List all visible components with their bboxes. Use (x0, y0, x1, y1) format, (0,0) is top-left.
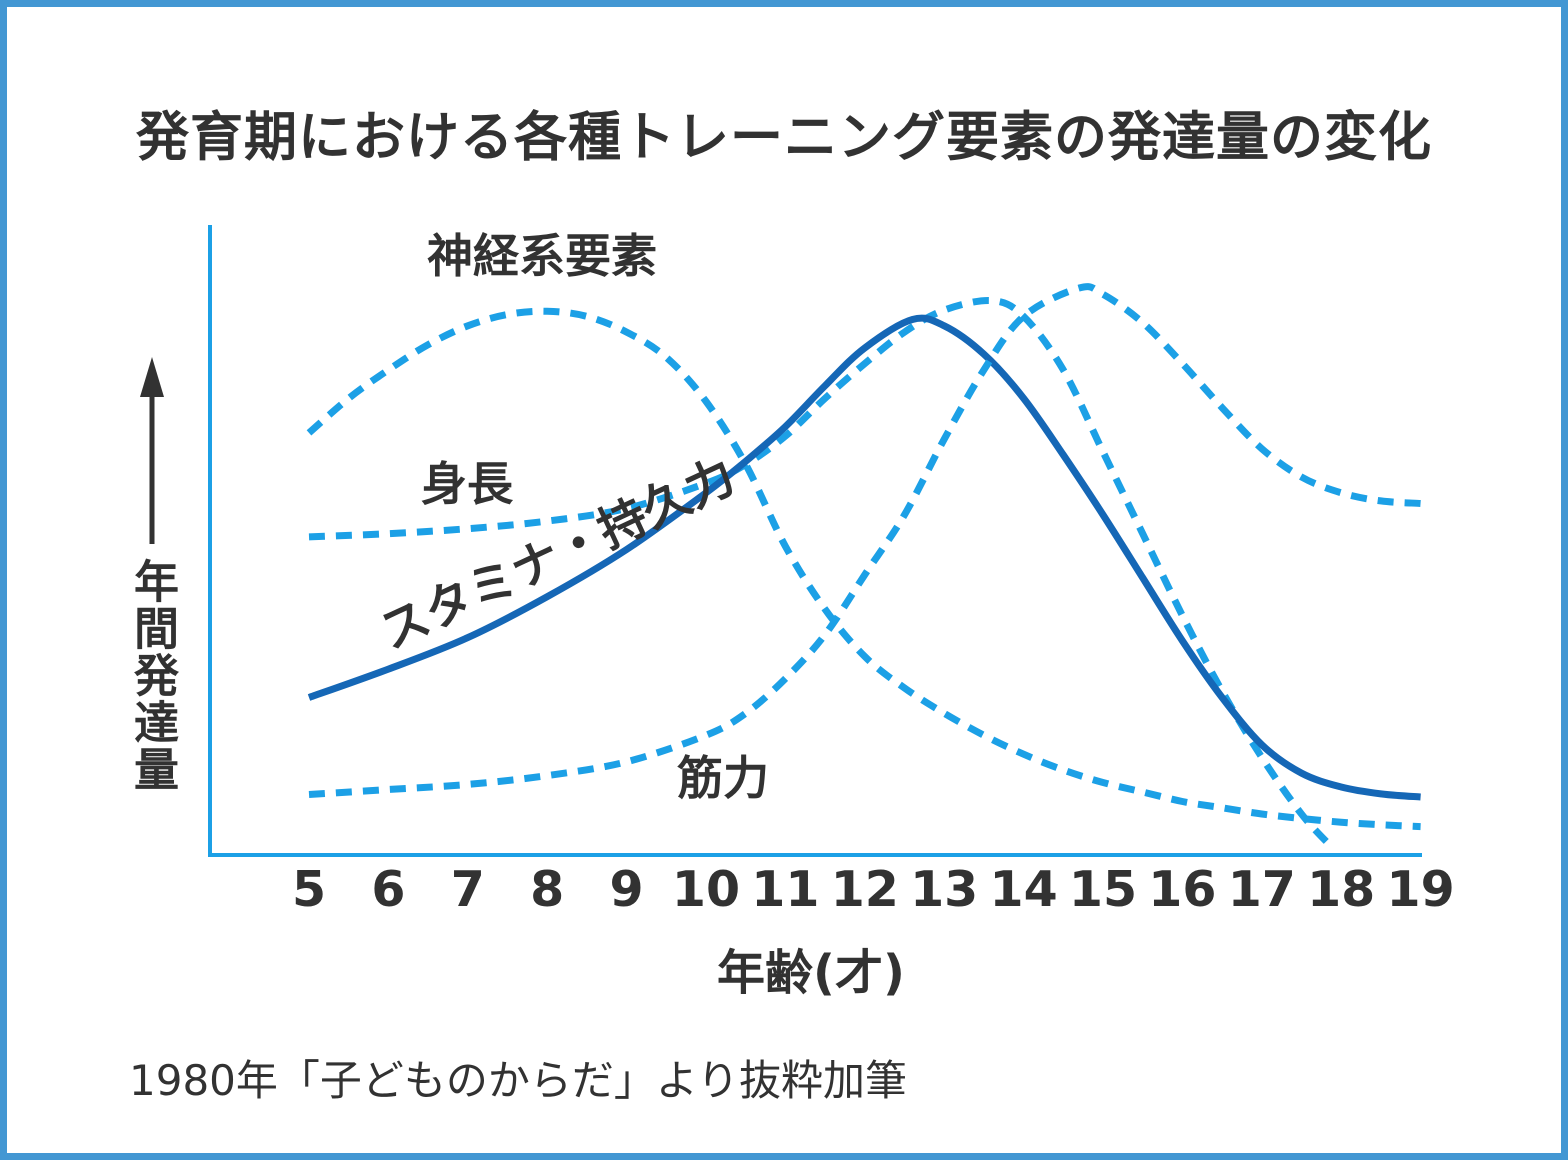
y-axis-label: 年間発達量 (126, 558, 179, 793)
curve-label-nervous-system: 神経系要素 (427, 229, 657, 283)
curve-nervous-system (306, 307, 1421, 831)
x-tick-label: 8 (530, 861, 565, 918)
plot-canvas (140, 225, 1422, 857)
x-tick-label: 12 (830, 861, 899, 918)
curve-stamina-endurance (307, 314, 1421, 801)
x-tick-label: 13 (910, 861, 979, 918)
x-tick-label: 7 (450, 861, 485, 918)
x-tick-label: 9 (609, 861, 644, 918)
x-tick-labels: 5 6 7 8 9 10 11 12 13 14 15 16 17 18 19 (7, 861, 1561, 923)
x-tick-label: 16 (1148, 861, 1217, 918)
x-tick-label: 11 (751, 861, 820, 918)
source-note: 1980年「子どものからだ」より抜粋加筆 (129, 1056, 908, 1105)
curve-muscle-strength (308, 283, 1421, 798)
chart-title: 発育期における各種トレーニング要素の発達量の変化 (136, 107, 1432, 168)
x-tick-label: 19 (1386, 861, 1455, 918)
curve-height (308, 297, 1336, 852)
x-tick-label: 17 (1227, 861, 1296, 918)
x-tick-label: 6 (371, 861, 406, 918)
x-tick-label: 15 (1068, 861, 1138, 918)
curve-label-muscle-strength: 筋力 (677, 751, 769, 805)
up-arrow-icon (140, 357, 164, 544)
x-tick-label: 10 (671, 861, 741, 918)
x-tick-label: 5 (291, 861, 327, 918)
x-tick-label: 14 (989, 861, 1058, 918)
x-axis-label: 年齢(才) (717, 945, 905, 1001)
x-tick-label: 18 (1307, 861, 1376, 918)
curve-label-height: 身長 (421, 457, 513, 511)
